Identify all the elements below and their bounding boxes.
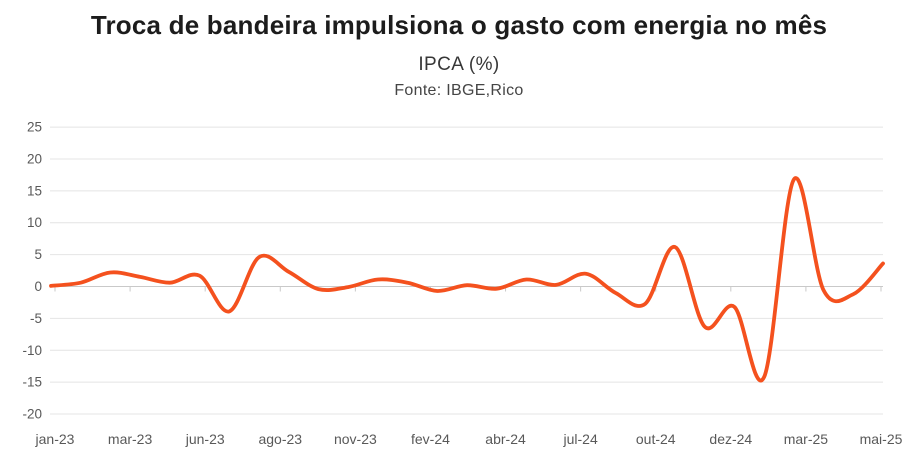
y-tick-label: -15 bbox=[22, 375, 42, 390]
x-axis-labels: jan-23 mar-23 jun-23 ago-23 nov-23 fev-24 abr-… bbox=[35, 431, 903, 447]
x-tick-label: mar-25 bbox=[784, 431, 829, 447]
x-tick-label: nov-23 bbox=[334, 431, 377, 447]
x-tick-label: ago-23 bbox=[258, 431, 302, 447]
y-tick-label: 5 bbox=[34, 247, 42, 262]
x-tick-label: fev-24 bbox=[411, 431, 450, 447]
x-tick-label: jul-24 bbox=[563, 431, 598, 447]
x-tick-label: out-24 bbox=[636, 431, 676, 447]
y-tick-label: -10 bbox=[22, 343, 42, 358]
x-tick-label: abr-24 bbox=[485, 431, 526, 447]
x-tick-label: jun-23 bbox=[185, 431, 225, 447]
y-tick-label: -5 bbox=[30, 311, 42, 326]
chart-title: Troca de bandeira impulsiona o gasto com… bbox=[90, 10, 828, 40]
ipca-line-series bbox=[49, 176, 885, 383]
chart-subtitle: IPCA (%) bbox=[418, 54, 500, 75]
gridlines bbox=[50, 126, 883, 415]
x-tick-label: jan-23 bbox=[35, 431, 75, 447]
y-tick-label: 0 bbox=[34, 279, 42, 294]
y-tick-label: 15 bbox=[27, 183, 42, 198]
x-tick-label: mar-23 bbox=[108, 431, 153, 447]
x-tick-label: dez-24 bbox=[709, 431, 752, 447]
y-tick-label: 25 bbox=[27, 120, 42, 135]
y-tick-label: 10 bbox=[27, 215, 42, 230]
y-tick-label: -20 bbox=[22, 407, 42, 422]
y-axis-labels: 25 20 15 10 5 0 -5 -10 -15 -20 bbox=[22, 120, 42, 422]
chart-source: Fonte: IBGE,Rico bbox=[394, 82, 524, 99]
x-tick-label: mai-25 bbox=[860, 431, 903, 447]
y-tick-label: 20 bbox=[27, 151, 42, 166]
